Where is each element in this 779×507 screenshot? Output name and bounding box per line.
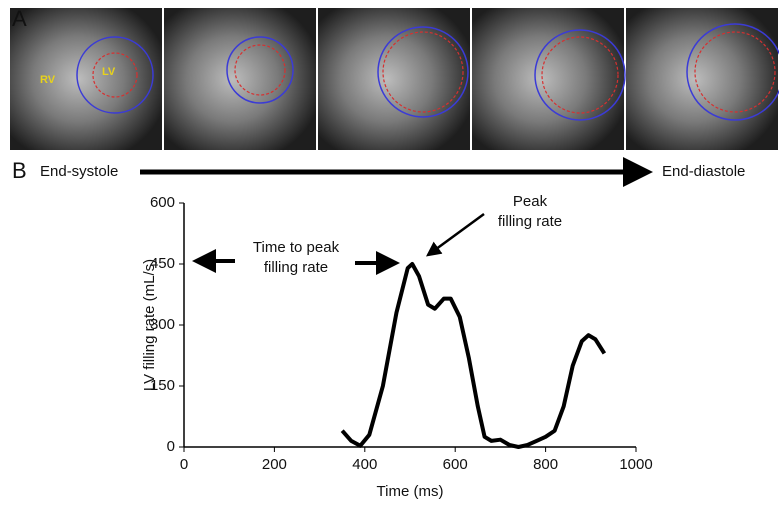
y-tick-label: 150 — [150, 377, 175, 394]
annotation: filling rate — [264, 259, 328, 276]
start-label: End-systole — [40, 163, 118, 180]
panel-label: A — [12, 6, 27, 31]
endocardium — [541, 36, 619, 114]
end-label: End-diastole — [662, 163, 745, 180]
x-tick-label: 800 — [533, 456, 558, 473]
epicardium — [377, 26, 469, 118]
y-tick-label: 300 — [150, 316, 175, 333]
data-line — [340, 262, 607, 449]
y-tick-label: 600 — [150, 194, 175, 211]
image-label: LV — [102, 66, 116, 78]
y-tick-label: 0 — [167, 438, 175, 455]
mri-strip — [10, 8, 779, 150]
y-axis-title: LV filling rate (mL/s) — [141, 259, 158, 391]
arrow — [425, 212, 485, 257]
annotation: Peak — [513, 193, 548, 210]
x-axis-title: Time (ms) — [377, 483, 444, 500]
epicardium — [534, 29, 626, 121]
endocardium — [382, 31, 464, 113]
mri-frame — [164, 8, 316, 150]
endocardium — [92, 52, 138, 98]
mri-frame — [318, 8, 470, 150]
annotation: Time to peak — [253, 239, 340, 256]
mri-frame — [10, 8, 162, 150]
epicardium — [686, 23, 779, 121]
x-tick-label: 600 — [443, 456, 468, 473]
image-label: RV — [40, 74, 56, 86]
annotation: filling rate — [498, 213, 562, 230]
x-tick-label: 1000 — [619, 456, 652, 473]
x-tick-label: 200 — [262, 456, 287, 473]
epicardium — [226, 36, 294, 104]
epicardium — [76, 36, 154, 114]
panel-label: B — [12, 158, 27, 183]
endocardium — [234, 44, 286, 96]
y-tick-label: 450 — [150, 255, 175, 272]
endocardium — [694, 31, 776, 113]
x-tick-label: 400 — [352, 456, 377, 473]
x-tick-label: 0 — [180, 456, 188, 473]
mri-frame — [472, 8, 624, 150]
mri-frame — [626, 8, 778, 150]
